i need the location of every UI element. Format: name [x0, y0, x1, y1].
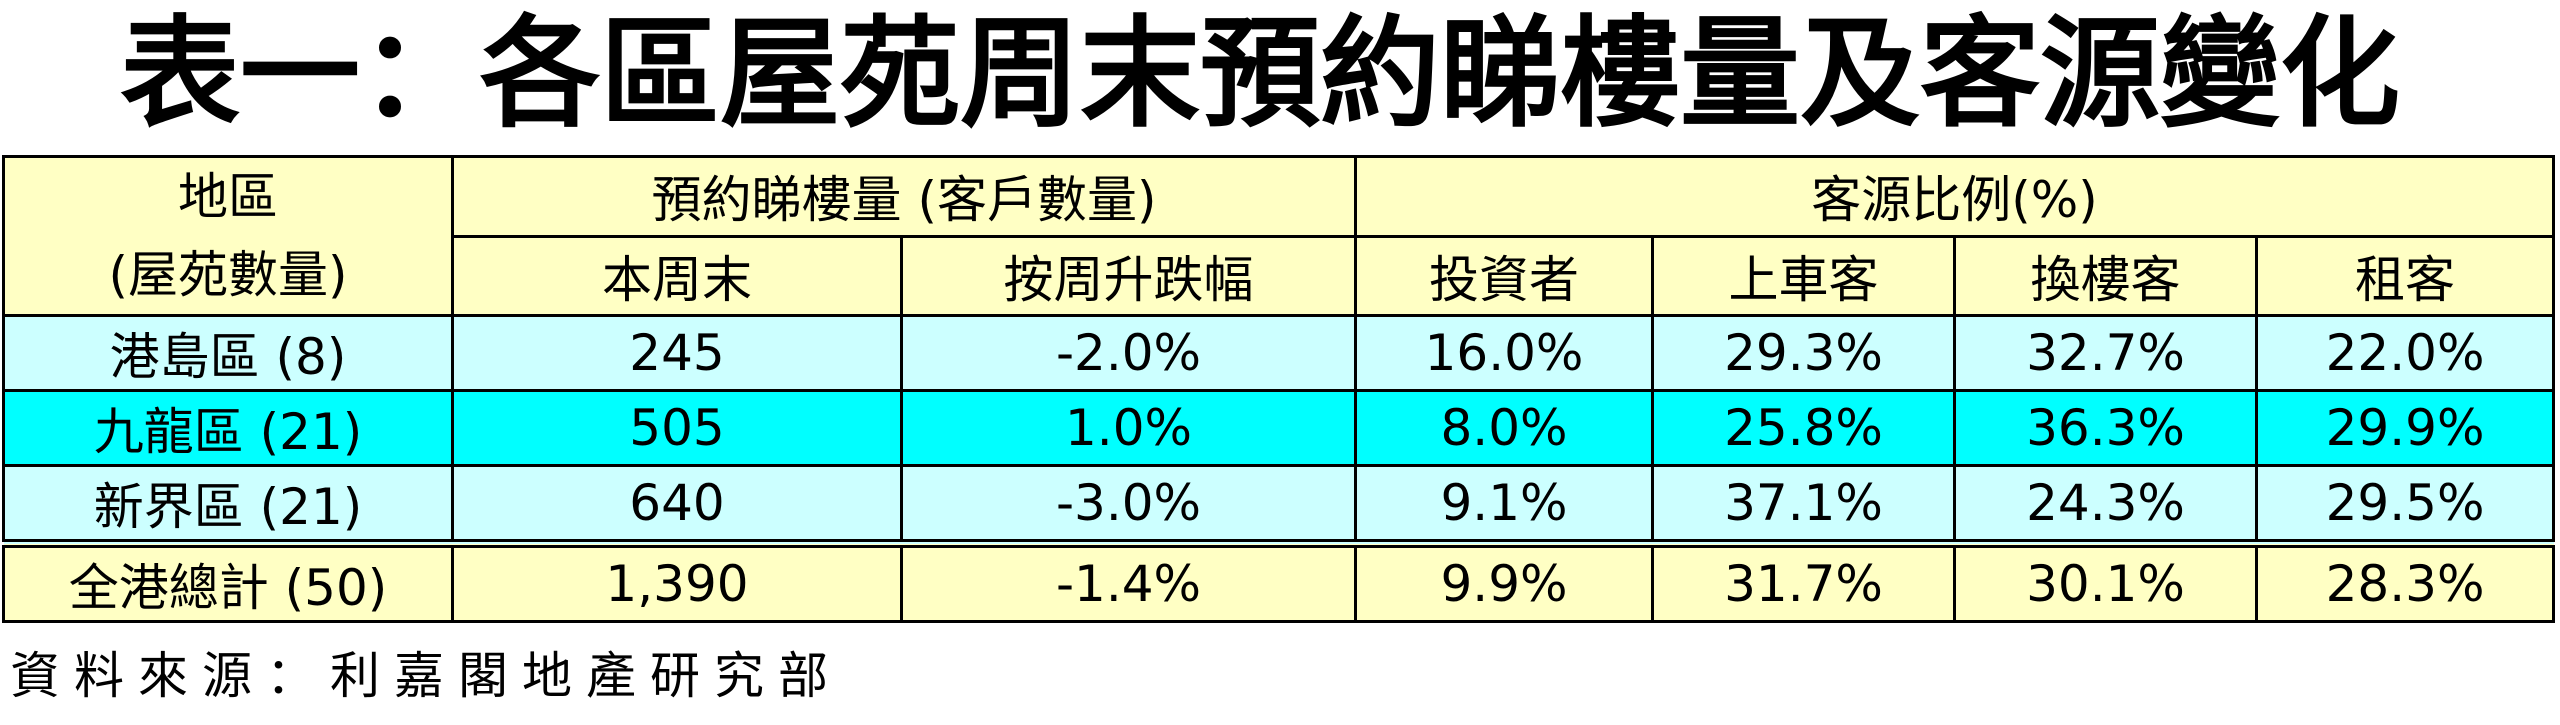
header-row: 地區 (屋苑數量) 預約睇樓量 (客戶數量) 客源比例(%): [2, 155, 2556, 317]
cell: 9.9%: [1354, 539, 1655, 623]
cell: 新界區 (21): [2, 464, 454, 545]
cell: 29.5%: [2255, 464, 2556, 545]
cell: 32.7%: [1953, 314, 2259, 392]
cell: 36.3%: [1953, 389, 2259, 467]
cell: 九龍區 (21): [2, 389, 454, 467]
cell: 16.0%: [1354, 314, 1655, 392]
cell: 24.3%: [1953, 464, 2259, 545]
cell: 1,390: [451, 539, 903, 623]
cell: -2.0%: [899, 314, 1358, 392]
cell: 505: [451, 389, 903, 467]
header-cell: 換樓客: [1953, 234, 2259, 317]
cell: 港島區 (8): [2, 314, 454, 392]
cell: 29.9%: [2255, 389, 2556, 467]
header-cell: 本周末: [451, 234, 903, 317]
data-row: 九龍區 (21) 505 1.0% 8.0% 25.8% 36.3% 29.9%: [2, 389, 2556, 467]
header-text: 地區: [178, 168, 278, 226]
header-row: 本周末 按周升跌幅 投資者 上車客 換樓客 租客: [4, 234, 2556, 317]
cell: -1.4%: [899, 539, 1358, 623]
cell: 25.8%: [1651, 389, 1957, 467]
header-cell: 客源比例(%): [1354, 155, 2556, 238]
cell: 28.3%: [2255, 539, 2556, 623]
header-cell: 投資者: [1354, 234, 1655, 317]
cell: 1.0%: [899, 389, 1358, 467]
cell: 22.0%: [2255, 314, 2556, 392]
cell: 8.0%: [1354, 389, 1655, 467]
cell: 30.1%: [1953, 539, 2259, 623]
data-row: 新界區 (21) 640 -3.0% 9.1% 37.1% 24.3% 29.5%: [2, 464, 2556, 545]
data-row: 港島區 (8) 245 -2.0% 16.0% 29.3% 32.7% 22.0%: [2, 314, 2556, 392]
cell: 640: [451, 464, 903, 545]
header-text: (屋苑數量): [108, 246, 348, 304]
cell: 37.1%: [1651, 464, 1957, 545]
table-body: 地區 (屋苑數量) 預約睇樓量 (客戶數量) 客源比例(%) 本周末 按周升跌幅投…: [2, 155, 2556, 623]
cell: -3.0%: [899, 464, 1358, 545]
source: 資料來源：利嘉閣地產研究部: [10, 647, 842, 705]
header-cell: 按周升跌幅: [899, 234, 1358, 317]
header-cell: 租客: [2255, 234, 2556, 317]
header-cell: 地區 (屋苑數量): [2, 155, 454, 317]
total-row: 全港總計 (50) 1,390 -1.4% 9.9% 31.7% 30.1% 28.3%: [2, 539, 2556, 623]
header-cell: 預約睇樓量 (客戶數量): [450, 155, 1358, 238]
cell: 全港總計 (50): [2, 539, 454, 623]
cell: 31.7%: [1651, 539, 1957, 623]
header-cell: 上車客: [1651, 234, 1957, 317]
cell: 245: [451, 314, 903, 392]
cell: 29.3%: [1651, 314, 1957, 392]
title: 表一：各區屋苑周末預約睇樓量及客源變化: [120, 5, 2400, 144]
cell: 9.1%: [1354, 464, 1655, 545]
table: 地區 (屋苑數量) 預約睇樓量 (客戶數量) 客源比例(%) 本周末 按周升跌幅投…: [2, 155, 2556, 623]
